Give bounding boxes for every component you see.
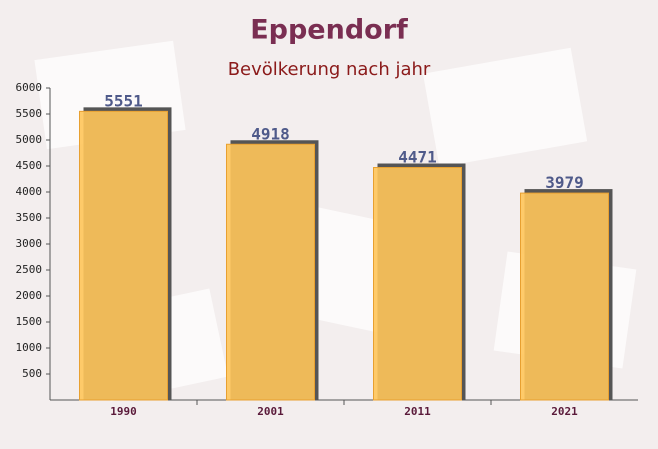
value-label: 4918 [251,124,290,143]
y-tick-label: 5000 [16,133,43,146]
y-tick-label: 5500 [16,107,43,120]
bar [520,192,609,401]
y-tick-label: 6000 [16,81,43,94]
x-tick-label: 2011 [404,405,431,418]
bar [373,167,462,401]
y-tick-label: 3000 [16,237,43,250]
y-tick-label: 500 [22,367,42,380]
y-tick-label: 4500 [16,159,43,172]
y-tick-label: 3500 [16,211,43,224]
y-tick-label: 1500 [16,315,43,328]
y-tick-label: 2500 [16,263,43,276]
x-tick-label: 1990 [110,405,137,418]
bar [226,143,315,401]
value-label: 3979 [545,173,584,192]
bar [79,110,168,401]
x-tick-label: 2001 [257,405,284,418]
x-tick-label: 2021 [551,405,578,418]
value-label: 5551 [104,91,143,110]
chart-subtitle: Bevölkerung nach jahr [228,59,431,80]
y-tick-label: 2000 [16,289,43,302]
y-tick-label: 1000 [16,341,43,354]
value-label: 4471 [398,148,437,167]
y-tick-label: 4000 [16,185,43,198]
chart-title: Eppendorf [250,15,408,46]
